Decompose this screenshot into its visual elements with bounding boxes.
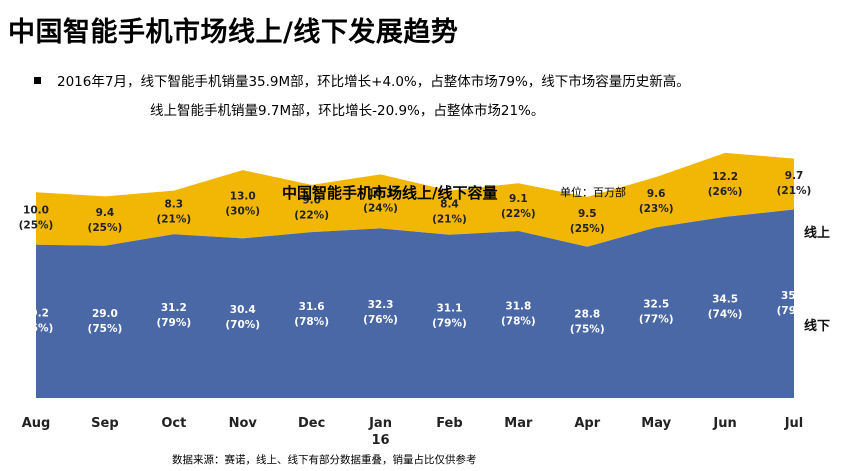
data-label-online-share: (22%) bbox=[501, 208, 536, 220]
x-tick-label: Aug bbox=[22, 416, 51, 431]
x-tick-label: Sep bbox=[91, 416, 119, 431]
data-label-online-share: (25%) bbox=[570, 223, 605, 235]
data-label-offline-value: 30.4 bbox=[230, 304, 256, 316]
data-label-online-share: (25%) bbox=[19, 219, 54, 231]
data-label-online-value: 13.0 bbox=[230, 190, 256, 202]
data-label-online-value: 9.7 bbox=[785, 170, 804, 182]
x-tick-label: Oct bbox=[161, 416, 186, 431]
data-label-online-value: 10.0 bbox=[23, 204, 49, 216]
bullet-offline-text: 2016年7月，线下智能手机销量35.9M部，环比增长+4.0%，占整体市场79… bbox=[57, 74, 690, 90]
series-label-offline: 线下 bbox=[804, 318, 830, 334]
chart-title: 中国智能手机市场线上/线下容量 bbox=[282, 184, 498, 202]
x-tick-label: Jul bbox=[784, 416, 804, 431]
data-label-online-share: (22%) bbox=[294, 209, 329, 221]
series-label-online: 线上 bbox=[804, 225, 830, 241]
data-label-online-value: 8.4 bbox=[440, 199, 459, 211]
data-label-offline-value: 35.9 bbox=[781, 290, 807, 302]
data-label-offline-share: (79%) bbox=[156, 317, 191, 329]
data-label-online-share: (21%) bbox=[156, 213, 191, 225]
bullet-offline-summary: 2016年7月，线下智能手机销量35.9M部，环比增长+4.0%，占整体市场79… bbox=[34, 70, 690, 90]
data-label-online-value: 9.1 bbox=[509, 193, 528, 205]
data-label-online-value: 9.5 bbox=[578, 208, 597, 220]
x-tick-label: Feb bbox=[436, 416, 462, 431]
bullet-online-summary: 线上智能手机销量9.7M部，环比增长-20.9%，占整体市场21%。 bbox=[150, 103, 545, 119]
x-tick-label: Apr bbox=[574, 416, 600, 431]
data-label-online-value: 10.3 bbox=[368, 187, 394, 199]
data-label-offline-value: 28.8 bbox=[574, 308, 600, 320]
data-label-offline-value: 34.5 bbox=[712, 293, 738, 305]
data-label-online-value: 8.3 bbox=[165, 198, 184, 210]
series-area-offline bbox=[36, 209, 794, 398]
data-label-offline-share: (78%) bbox=[294, 316, 329, 328]
data-label-online-value: 12.2 bbox=[712, 171, 738, 183]
x-tick-label: May bbox=[641, 416, 671, 431]
data-label-offline-share: (75%) bbox=[19, 322, 54, 334]
x-tick-year-label: 16 bbox=[371, 433, 389, 448]
data-source-note: 数据来源：赛诺，线上、线下有部分数据重叠，销量占比仅供参考 bbox=[172, 454, 477, 466]
data-label-offline-share: (79%) bbox=[432, 317, 467, 329]
data-label-offline-share: (75%) bbox=[570, 323, 605, 335]
x-tick-label: Jun bbox=[712, 416, 736, 431]
data-label-online-share: (23%) bbox=[639, 203, 674, 215]
x-tick-label: Dec bbox=[298, 416, 325, 431]
data-label-online-share: (25%) bbox=[88, 222, 123, 234]
bullet-square-icon bbox=[34, 77, 41, 84]
data-label-offline-share: (70%) bbox=[225, 319, 260, 331]
series-area-online bbox=[36, 152, 794, 247]
data-label-online-share: (26%) bbox=[708, 186, 743, 198]
data-label-offline-share: (75%) bbox=[88, 323, 123, 335]
x-tick-label: Nov bbox=[229, 416, 258, 431]
data-label-online-share: (30%) bbox=[225, 205, 260, 217]
data-label-offline-value: 31.6 bbox=[299, 301, 325, 313]
x-tick-label: Jan bbox=[368, 416, 392, 431]
data-label-offline-share: (79%) bbox=[777, 305, 812, 317]
data-label-offline-share: (76%) bbox=[363, 314, 398, 326]
data-label-offline-value: 32.3 bbox=[368, 299, 394, 311]
data-label-offline-value: 31.1 bbox=[436, 302, 462, 314]
data-label-online-share: (21%) bbox=[777, 185, 812, 197]
data-label-offline-share: (78%) bbox=[501, 316, 536, 328]
chart-unit: 单位：百万部 bbox=[560, 186, 626, 199]
data-label-offline-value: 32.5 bbox=[643, 299, 669, 311]
data-label-offline-share: (74%) bbox=[708, 308, 743, 320]
data-label-offline-value: 29.0 bbox=[92, 308, 118, 320]
data-label-offline-value: 31.8 bbox=[505, 301, 531, 313]
data-label-offline-value: 31.2 bbox=[161, 302, 187, 314]
page-title: 中国智能手机市场线上/线下发展趋势 bbox=[8, 17, 459, 48]
data-label-online-value: 9.4 bbox=[96, 207, 115, 219]
x-tick-label: Mar bbox=[504, 416, 533, 431]
data-label-online-value: 9.0 bbox=[302, 194, 321, 206]
data-label-online-value: 9.6 bbox=[647, 188, 666, 200]
data-label-online-share: (24%) bbox=[363, 202, 398, 214]
data-label-offline-share: (77%) bbox=[639, 314, 674, 326]
data-label-online-share: (21%) bbox=[432, 214, 467, 226]
data-label-offline-value: 29.2 bbox=[23, 307, 49, 319]
